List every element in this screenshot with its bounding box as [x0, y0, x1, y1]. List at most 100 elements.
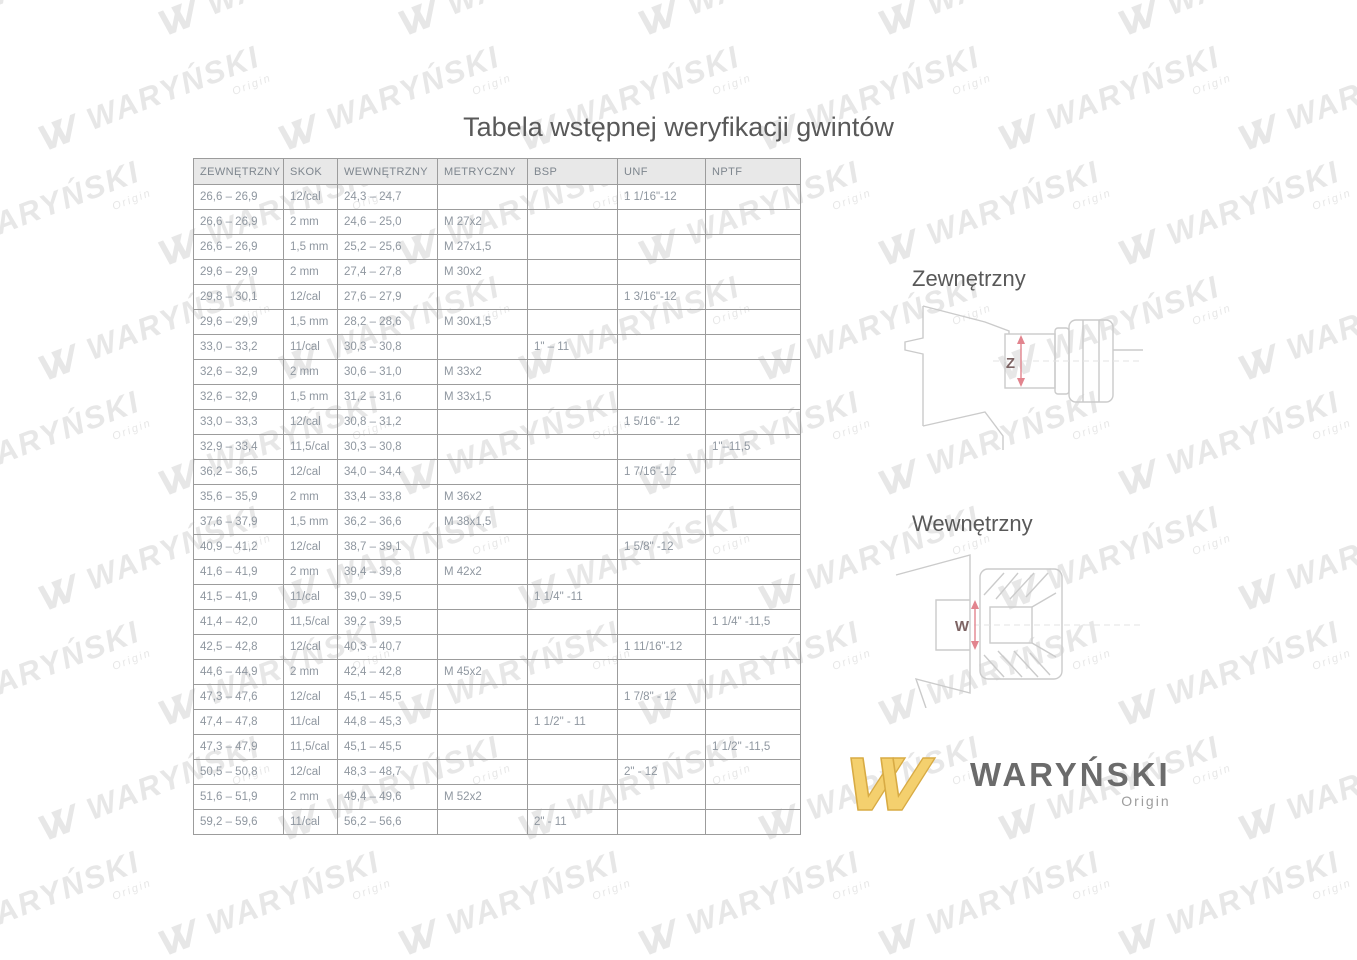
- table-cell: 12/cal: [283, 284, 338, 310]
- w-mark-icon: [637, 918, 676, 955]
- table-cell: [617, 559, 706, 585]
- table-cell: 1 3/16"-12: [617, 284, 706, 310]
- table-row: 40,9 – 41,2 12/cal 38,7 – 39,1 1 5/8" -12: [193, 534, 801, 560]
- column-header: UNF: [617, 158, 706, 185]
- table-cell: [527, 259, 618, 285]
- table-cell: 1,5 mm: [283, 384, 338, 410]
- w-mark-icon: [37, 343, 76, 380]
- table-cell: 2 mm: [283, 209, 338, 235]
- table-cell: [527, 484, 618, 510]
- table-cell: 28,2 – 28,6: [337, 309, 438, 335]
- table-cell: 1" – 11: [527, 334, 618, 360]
- table-cell: 2 mm: [283, 484, 338, 510]
- table-cell: [705, 509, 801, 535]
- table-cell: 1,5 mm: [283, 234, 338, 260]
- table-cell: [437, 534, 528, 560]
- brand-logo-text: WARYŃSKI Origin: [970, 758, 1171, 808]
- table-cell: 29,6 – 29,9: [193, 259, 284, 285]
- table-cell: 33,0 – 33,2: [193, 334, 284, 360]
- table-row: 51,6 – 51,9 2 mm 49,4 – 49,6 M 52x2: [193, 784, 801, 810]
- table-cell: 12/cal: [283, 759, 338, 785]
- w-mark-icon: [37, 803, 76, 840]
- table-cell: 1 7/16"-12: [617, 459, 706, 485]
- table-cell: [705, 234, 801, 260]
- table-cell: 12/cal: [283, 459, 338, 485]
- w-mark-icon: [157, 458, 196, 495]
- table-row: 33,0 – 33,2 11/cal 30,3 – 30,8 1" – 11: [193, 334, 801, 360]
- w-mark-icon: [1352, 225, 1357, 269]
- table-cell: [705, 534, 801, 560]
- w-mark-icon: [997, 573, 1036, 610]
- w-mark-icon: [1237, 803, 1276, 840]
- table-cell: 44,8 – 45,3: [337, 709, 438, 735]
- w-mark-icon: [1237, 113, 1276, 150]
- table-cell: [527, 459, 618, 485]
- table-cell: [527, 534, 618, 560]
- internal-thread-label: Wewnętrzny: [912, 511, 1033, 536]
- table-cell: [705, 384, 801, 410]
- table-cell: [617, 209, 706, 235]
- table-row: 47,3 – 47,9 11,5/cal 45,1 – 45,5 1 1/2" -11…: [193, 734, 801, 760]
- external-thread-label: Zewnętrzny: [912, 266, 1026, 291]
- table-cell: [527, 209, 618, 235]
- w-mark-icon: [1352, 455, 1357, 499]
- table-row: 29,6 – 29,9 1,5 mm 28,2 – 28,6 M 30x1,5: [193, 309, 801, 335]
- table-cell: 33,0 – 33,3: [193, 409, 284, 435]
- table-cell: 24,3 – 24,7: [337, 184, 438, 210]
- table-cell: 39,4 – 39,8: [337, 559, 438, 585]
- table-cell: M 30x2: [437, 259, 528, 285]
- watermark-text: WARYŃSKI: [682, 0, 865, 23]
- table-cell: [705, 659, 801, 685]
- table-cell: 32,9 – 33,4: [193, 434, 284, 460]
- w-mark-icon: [157, 0, 196, 35]
- table-cell: 42,4 – 42,8: [337, 659, 438, 685]
- w-mark-icon: [997, 803, 1036, 840]
- table-cell: 11/cal: [283, 809, 338, 835]
- table-row: 33,0 – 33,3 12/cal 30,8 – 31,2 1 5/16"- 12: [193, 409, 801, 435]
- table-cell: M 52x2: [437, 784, 528, 810]
- table-cell: 41,4 – 42,0: [193, 609, 284, 635]
- table-cell: 2" - 12: [617, 759, 706, 785]
- column-header: ZEWNĘTRZNY: [193, 158, 284, 185]
- table-cell: [437, 409, 528, 435]
- table-cell: 36,2 – 36,6: [337, 509, 438, 535]
- brand-logo: WARYŃSKI Origin: [838, 752, 1171, 814]
- table-cell: [617, 809, 706, 835]
- table-cell: 29,6 – 29,9: [193, 309, 284, 335]
- table-cell: [617, 584, 706, 610]
- table-cell: 50,5 – 50,8: [193, 759, 284, 785]
- table-cell: [617, 784, 706, 810]
- w-mark-icon: [877, 458, 916, 495]
- column-header: METRYCZNY: [437, 158, 528, 185]
- table-cell: 11/cal: [283, 709, 338, 735]
- w-mark-icon: [1117, 228, 1156, 265]
- table-row: 36,2 – 36,5 12/cal 34,0 – 34,4 1 7/16"-12: [193, 459, 801, 485]
- table-cell: 42,5 – 42,8: [193, 634, 284, 660]
- table-row: 26,6 – 26,9 2 mm 24,6 – 25,0 M 27x2: [193, 209, 801, 235]
- table-cell: 26,6 – 26,9: [193, 184, 284, 210]
- table-cell: [705, 559, 801, 585]
- table-cell: M 38x1,5: [437, 509, 528, 535]
- table-cell: [705, 309, 801, 335]
- table-cell: [617, 709, 706, 735]
- watermark-text: WARYŃSKI: [442, 0, 625, 23]
- table-cell: 47,4 – 47,8: [193, 709, 284, 735]
- table-cell: [437, 334, 528, 360]
- watermark-text: WARYŃSKI: [202, 0, 385, 23]
- table-cell: 2 mm: [283, 259, 338, 285]
- table-row: 32,6 – 32,9 2 mm 30,6 – 31,0 M 33x2: [193, 359, 801, 385]
- table-cell: 12/cal: [283, 684, 338, 710]
